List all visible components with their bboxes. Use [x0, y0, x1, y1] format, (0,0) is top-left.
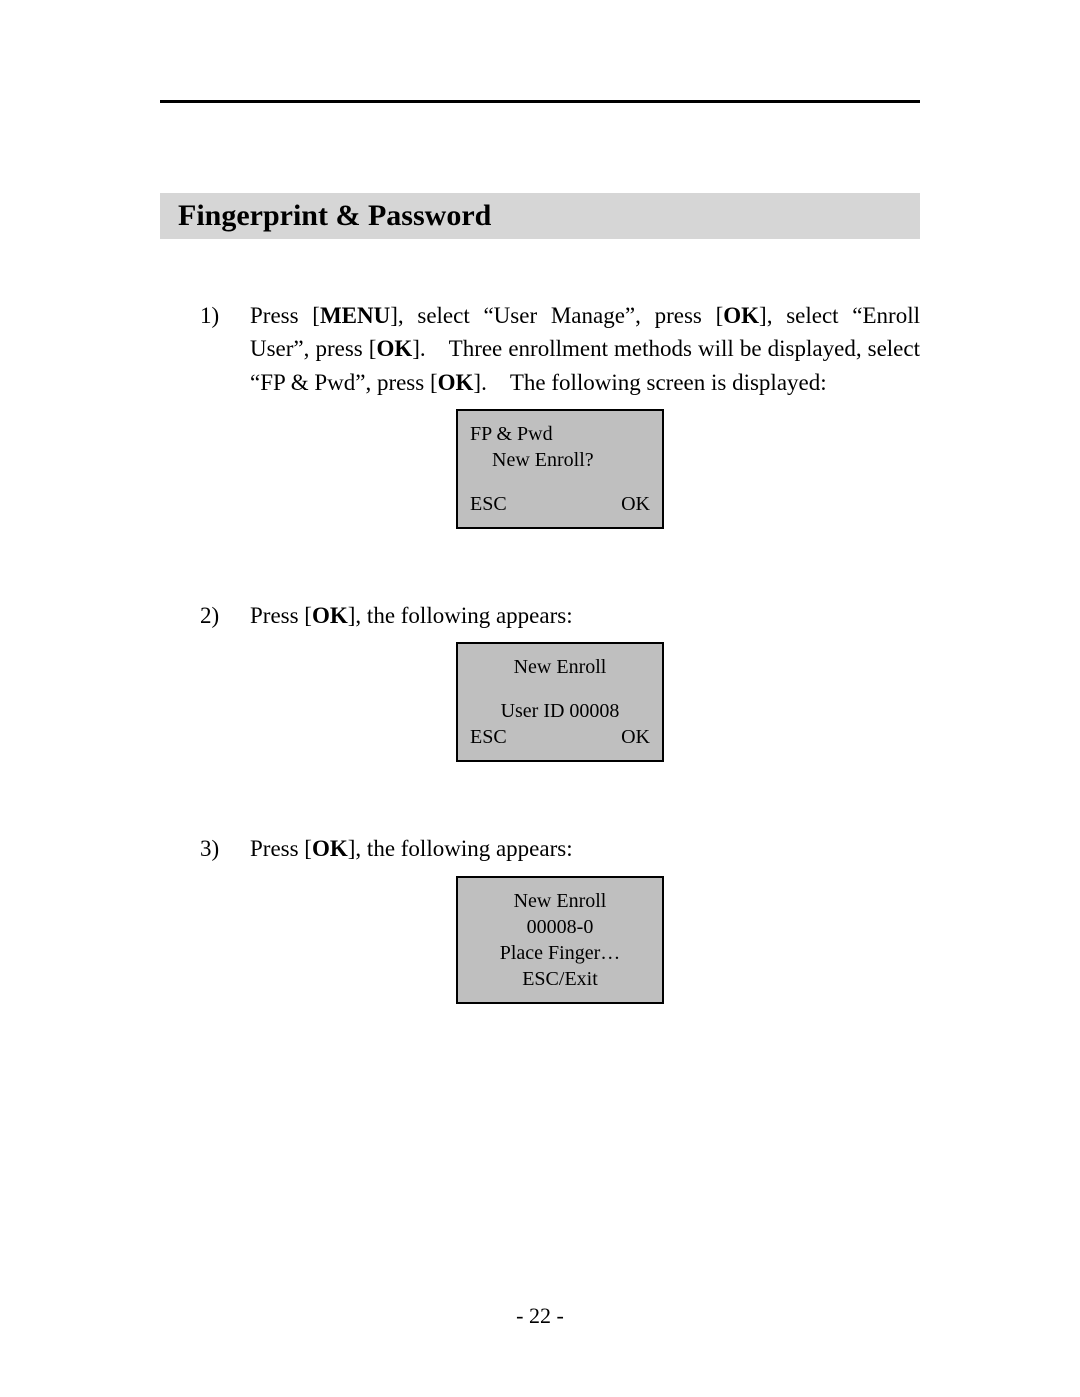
- text-frag: Press [: [250, 303, 320, 328]
- section-heading: Fingerprint & Password: [160, 193, 920, 239]
- lcd-ok-label: OK: [621, 724, 650, 750]
- lcd-line: ESC/Exit: [470, 966, 650, 992]
- text-frag: ], the following appears:: [348, 836, 573, 861]
- step-3: 3) Press [OK], the following appears:: [200, 832, 920, 865]
- text-bold: OK: [312, 836, 348, 861]
- lcd-screen-2: New Enroll User ID 00008 ESC OK: [456, 642, 664, 762]
- lcd-line: Place Finger…: [470, 940, 650, 966]
- text-frag: ], select “User Manage”, press [: [390, 303, 723, 328]
- step-text: Press [OK], the following appears:: [250, 832, 920, 865]
- lcd-line: New Enroll?: [470, 447, 650, 473]
- lcd-line: New Enroll: [470, 654, 650, 680]
- step-2: 2) Press [OK], the following appears:: [200, 599, 920, 632]
- text-frag: Press [: [250, 603, 312, 628]
- text-frag: ], the following appears:: [348, 603, 573, 628]
- lcd-line: New Enroll: [470, 888, 650, 914]
- page-number: - 22 -: [0, 1303, 1080, 1329]
- lcd-gap: [470, 680, 650, 698]
- text-bold: OK: [723, 303, 759, 328]
- text-bold: OK: [312, 603, 348, 628]
- top-horizontal-rule: [160, 100, 920, 103]
- step-text: Press [MENU], select “User Manage”, pres…: [250, 299, 920, 399]
- step-text: Press [OK], the following appears:: [250, 599, 920, 632]
- step-number: 1): [200, 299, 250, 399]
- text-bold: OK: [376, 336, 412, 361]
- lcd-esc-ok-row: ESC OK: [470, 491, 650, 517]
- lcd-ok-label: OK: [621, 491, 650, 517]
- body-content: 1) Press [MENU], select “User Manage”, p…: [160, 299, 920, 1004]
- text-bold: OK: [438, 370, 474, 395]
- lcd-screen-1: FP & Pwd New Enroll? ESC OK: [456, 409, 664, 529]
- manual-page: Fingerprint & Password 1) Press [MENU], …: [0, 0, 1080, 1397]
- lcd-gap: [470, 473, 650, 491]
- lcd-esc-label: ESC: [470, 491, 507, 517]
- lcd-line: User ID 00008: [470, 698, 650, 724]
- step-number: 2): [200, 599, 250, 632]
- lcd-screen-3: New Enroll 00008-0 Place Finger… ESC/Exi…: [456, 876, 664, 1004]
- lcd-line: FP & Pwd: [470, 421, 650, 447]
- lcd-line: 00008-0: [470, 914, 650, 940]
- text-frag: ]. The following screen is displayed:: [473, 370, 826, 395]
- lcd-esc-label: ESC: [470, 724, 507, 750]
- lcd-esc-ok-row: ESC OK: [470, 724, 650, 750]
- text-bold: MENU: [320, 303, 390, 328]
- step-1: 1) Press [MENU], select “User Manage”, p…: [200, 299, 920, 399]
- step-number: 3): [200, 832, 250, 865]
- text-frag: Press [: [250, 836, 312, 861]
